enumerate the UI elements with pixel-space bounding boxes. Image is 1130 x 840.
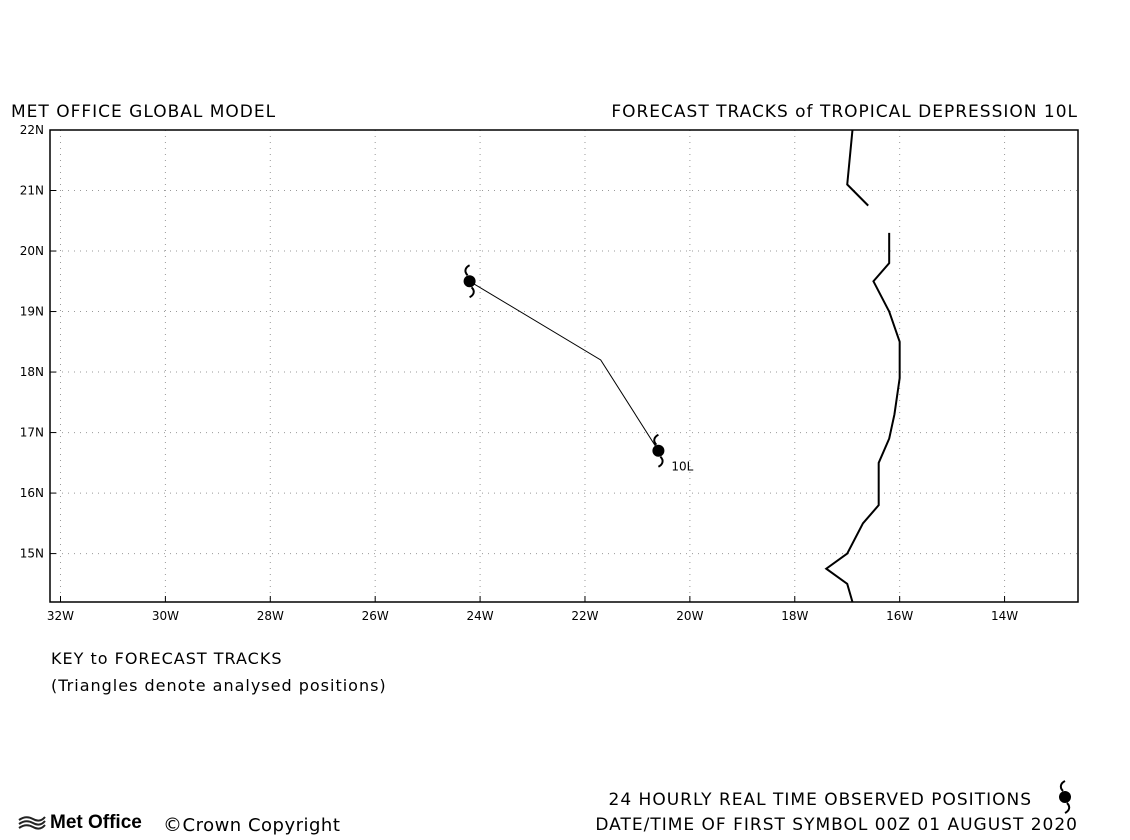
- y-tick-label: 18N: [20, 365, 44, 379]
- first-symbol-datetime: DATE/TIME OF FIRST SYMBOL 00Z 01 AUGUST …: [595, 815, 1078, 835]
- y-tick-label: 20N: [20, 244, 44, 258]
- map-frame: [49, 129, 1079, 603]
- header-left-title: MET OFFICE GLOBAL MODEL: [11, 102, 277, 122]
- cyclone-symbol-icon: [463, 264, 476, 299]
- y-tick-label: 16N: [20, 486, 44, 500]
- met-office-logo: Met Office: [18, 812, 142, 834]
- key-title: KEY to FORECAST TRACKS: [51, 649, 283, 668]
- x-tick-label: 20W: [676, 609, 703, 623]
- y-tick-label: 21N: [20, 184, 44, 198]
- x-tick-label: 26W: [362, 609, 389, 623]
- forecast-track: [469, 280, 659, 451]
- x-tick-label: 28W: [257, 609, 284, 623]
- cyclone-symbol-icon: [1059, 780, 1071, 814]
- copyright-notice: ©Crown Copyright: [163, 814, 340, 836]
- forecast-track-line: [469, 280, 659, 451]
- y-tick-label: 22N: [20, 123, 44, 137]
- x-tick-label: 24W: [467, 609, 494, 623]
- observed-positions-label: 24 HOURLY REAL TIME OBSERVED POSITIONS: [608, 790, 1032, 810]
- coastline-segment: [846, 129, 869, 207]
- cyclone-symbol-icon: 10L: [652, 433, 694, 474]
- key-note: (Triangles denote analysed positions): [51, 676, 387, 695]
- x-tick-label: 32W: [47, 609, 74, 623]
- met-office-logo-text: Met Office: [50, 812, 142, 833]
- x-tick-label: 18W: [781, 609, 808, 623]
- coastline: [824, 129, 901, 603]
- copyright-text: Crown Copyright: [182, 815, 341, 836]
- copyright-icon: ©: [163, 814, 183, 836]
- x-tick-label: 16W: [886, 609, 913, 623]
- y-tick-label: 15N: [20, 547, 44, 561]
- y-tick-label: 17N: [20, 426, 44, 440]
- y-tick-label: 19N: [20, 305, 44, 319]
- storm-label: 10L: [671, 460, 693, 474]
- coastline-segment: [824, 232, 901, 603]
- grid-lines: [50, 129, 1078, 602]
- header-right-title: FORECAST TRACKS of TROPICAL DEPRESSION 1…: [611, 102, 1078, 122]
- x-tick-label: 22W: [571, 609, 598, 623]
- axis-labels: 32W 30W 28W 26W 24W 22W 20W 18W 16W 14W 15N 16N 17N 1…: [20, 123, 1019, 623]
- storm-symbols: 10L: [463, 264, 694, 474]
- x-tick-label: 14W: [991, 609, 1018, 623]
- met-office-logo-icon: [18, 816, 46, 830]
- x-tick-label: 30W: [152, 609, 179, 623]
